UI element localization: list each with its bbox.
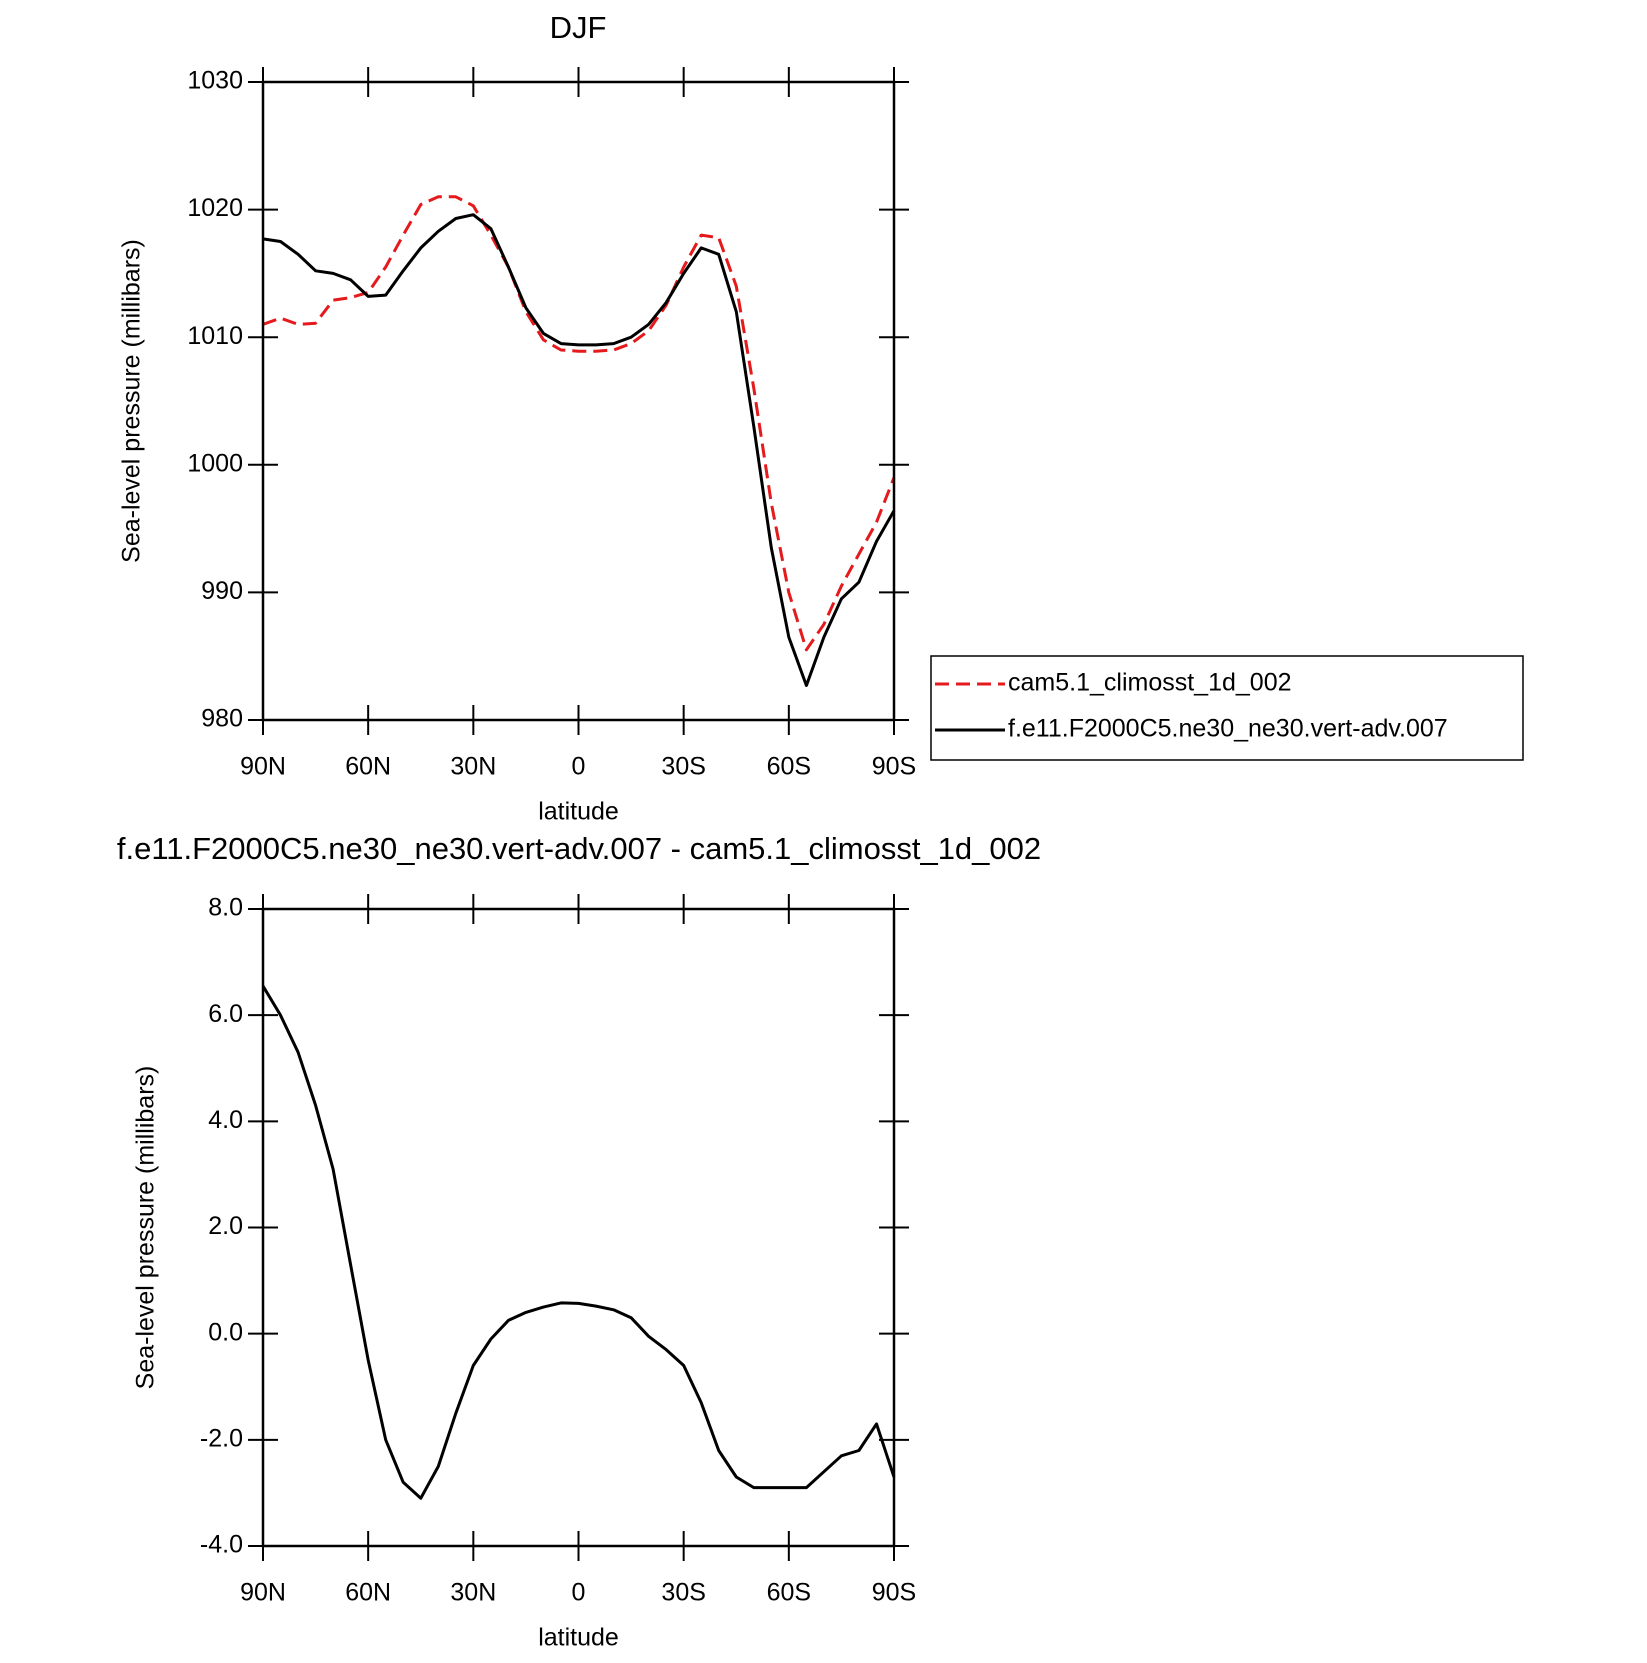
x-tick-label: 30S — [661, 1579, 705, 1607]
series-line — [261, 985, 896, 1500]
y-tick-label: 4.0 — [208, 1106, 243, 1134]
y-tick-label: 2.0 — [208, 1212, 243, 1240]
y-axis-label: Sea-level pressure (millibars) — [132, 1066, 160, 1390]
legend-label: f.e11.F2000C5.ne30_ne30.vert-adv.007 — [1008, 715, 1448, 743]
y-tick-label: -2.0 — [200, 1424, 243, 1452]
x-tick-label: 60S — [767, 753, 811, 781]
legend-box — [930, 655, 1524, 761]
x-tick-label: 30N — [450, 1579, 496, 1607]
x-tick-label: 90N — [240, 1579, 286, 1607]
chart-title: DJF — [550, 10, 607, 45]
series-line — [262, 213, 896, 687]
x-tick-label: 0 — [572, 753, 586, 781]
x-tick-label: 30S — [661, 753, 705, 781]
x-tick-label: 90S — [872, 753, 916, 781]
x-tick-label: 30N — [450, 753, 496, 781]
y-tick-label: 1020 — [187, 194, 243, 222]
plot-frame — [261, 907, 896, 1548]
y-tick-label: 1010 — [187, 322, 243, 350]
legend-label: cam5.1_climosst_1d_002 — [1008, 669, 1292, 697]
x-axis-label: latitude — [538, 798, 619, 826]
y-tick-label: 990 — [201, 577, 243, 605]
x-tick-label: 90N — [240, 753, 286, 781]
y-tick-label: 6.0 — [208, 1000, 243, 1028]
plot-frame — [261, 80, 896, 722]
x-tick-label: 0 — [572, 1579, 586, 1607]
x-tick-label: 90S — [872, 1579, 916, 1607]
x-tick-label: 60N — [345, 753, 391, 781]
y-tick-label: -4.0 — [200, 1531, 243, 1559]
y-tick-label: 0.0 — [208, 1318, 243, 1346]
x-tick-label: 60S — [767, 1579, 811, 1607]
y-tick-label: 8.0 — [208, 894, 243, 922]
y-tick-label: 980 — [201, 705, 243, 733]
y-tick-label: 1030 — [187, 67, 243, 95]
x-axis-label: latitude — [538, 1624, 619, 1652]
x-tick-label: 60N — [345, 1579, 391, 1607]
y-tick-label: 1000 — [187, 449, 243, 477]
y-axis-label: Sea-level pressure (millibars) — [118, 239, 146, 563]
chart-title: f.e11.F2000C5.ne30_ne30.vert-adv.007 - c… — [117, 831, 1041, 866]
series-line — [262, 195, 896, 652]
